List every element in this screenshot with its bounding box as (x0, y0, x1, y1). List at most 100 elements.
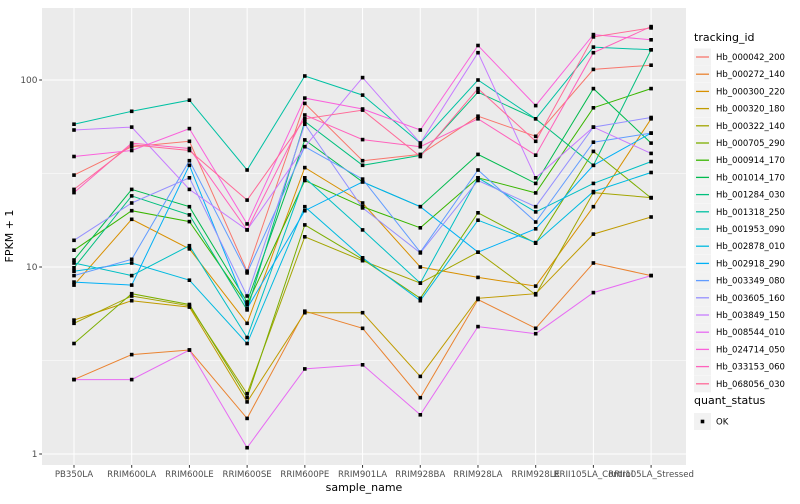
data-point-marker (72, 261, 76, 265)
legend-item-Hb_001014_170: Hb_001014_170 (694, 168, 785, 186)
point-legend-item-ok: OK (694, 413, 729, 430)
data-point-marker (360, 180, 365, 184)
data-point-marker (649, 63, 653, 67)
data-point-marker (303, 223, 307, 227)
data-point-markers (72, 24, 653, 450)
legend-item-Hb_068056_030: Hb_068056_030 (694, 375, 785, 393)
data-point-marker (72, 190, 76, 195)
legend-item-Hb_000042_200: Hb_000042_200 (694, 48, 785, 66)
data-point-marker (72, 321, 76, 326)
data-point-marker (591, 189, 596, 194)
data-point-marker (303, 235, 307, 239)
data-point-marker (476, 152, 480, 157)
data-point-marker (476, 250, 480, 254)
data-point-marker (649, 196, 653, 200)
legend-item-Hb_003849_150: Hb_003849_150 (694, 306, 785, 324)
data-point-marker (129, 261, 134, 265)
data-point-marker (245, 300, 249, 304)
data-point-marker (649, 141, 653, 145)
data-point-marker (533, 204, 538, 209)
legend-item-label: Hb_001318_250 (716, 208, 785, 218)
data-point-marker (649, 26, 653, 30)
panel-background (42, 8, 686, 465)
legend-title: tracking_id (694, 31, 755, 44)
data-point-marker (591, 232, 596, 236)
data-point-marker (303, 138, 307, 142)
data-point-marker (303, 96, 307, 100)
x-axis-title: sample_name (326, 481, 403, 494)
x-tick-label: RRII105LA_Control (554, 470, 634, 480)
data-point-marker (187, 148, 192, 153)
legend-item-Hb_001318_250: Hb_001318_250 (694, 203, 785, 221)
data-point-marker (360, 206, 365, 210)
data-point-marker (418, 281, 423, 285)
data-point-marker (187, 139, 192, 144)
axes: 1 10 100 PB350LA RRIM600LA RRIM600LE RRIM600SE… (20, 76, 694, 480)
data-point-marker (533, 293, 538, 297)
legend-item-label: Hb_000705_290 (716, 139, 785, 149)
data-point-marker (476, 90, 480, 94)
data-point-marker (360, 177, 365, 181)
data-point-marker (129, 291, 134, 296)
data-point-marker (187, 146, 192, 151)
data-point-marker (187, 187, 192, 192)
x-tick-label: RRIM928LE (511, 470, 560, 480)
data-point-marker (533, 153, 538, 157)
data-point-marker (591, 106, 596, 110)
data-point-marker (591, 86, 596, 91)
legend-item-label: Hb_002918_290 (716, 259, 785, 269)
legend-item-Hb_024714_050: Hb_024714_050 (694, 340, 785, 358)
data-point-marker (303, 208, 307, 213)
legend-item-label: Hb_000272_140 (716, 70, 785, 80)
legend-item-Hb_003605_160: Hb_003605_160 (694, 289, 785, 307)
data-point-marker (418, 204, 423, 209)
data-point-marker (533, 181, 538, 186)
legend-item-Hb_033153_060: Hb_033153_060 (694, 358, 785, 376)
data-point-marker (649, 159, 653, 164)
data-point-marker (72, 154, 76, 159)
data-point-marker (129, 194, 134, 198)
data-point-marker (533, 134, 538, 139)
data-point-marker (591, 35, 596, 39)
data-point-marker (591, 163, 596, 168)
legend-item-label: Hb_003605_160 (716, 294, 785, 304)
data-point-marker (476, 86, 480, 91)
data-point-marker (591, 32, 596, 37)
data-point-marker (476, 117, 480, 121)
data-point-marker (591, 45, 596, 49)
data-point-marker (476, 324, 480, 329)
data-point-marker (360, 108, 365, 112)
x-tick-label: RRIM600LE (165, 470, 214, 480)
data-point-marker (72, 266, 76, 270)
y-tick-label: 1 (32, 450, 38, 460)
data-point-marker (360, 310, 365, 315)
data-point-marker (129, 125, 134, 129)
data-point-marker (245, 400, 249, 404)
data-point-marker (245, 228, 249, 232)
data-point-marker (533, 191, 538, 195)
data-point-marker (649, 215, 653, 219)
data-point-marker (418, 141, 423, 145)
data-point-marker (303, 119, 307, 124)
data-point-marker (129, 187, 134, 192)
data-point-marker (187, 98, 192, 102)
data-point-marker (245, 395, 249, 400)
data-point-marker (72, 269, 76, 273)
data-point-marker (129, 377, 134, 382)
data-point-marker (303, 117, 307, 121)
data-point-marker (187, 213, 192, 217)
data-point-marker (187, 302, 192, 307)
legend-item-label: Hb_000320_180 (716, 105, 785, 115)
data-point-marker (649, 151, 653, 156)
data-point-marker (591, 149, 596, 154)
data-point-marker (418, 374, 423, 379)
data-point-marker (129, 208, 134, 213)
data-point-marker (360, 256, 365, 260)
data-point-marker (129, 298, 134, 303)
data-point-marker (303, 176, 307, 180)
data-point-marker (129, 201, 134, 205)
legend-item-Hb_001953_090: Hb_001953_090 (694, 220, 785, 238)
data-point-marker (533, 227, 538, 231)
data-point-marker (360, 163, 365, 168)
